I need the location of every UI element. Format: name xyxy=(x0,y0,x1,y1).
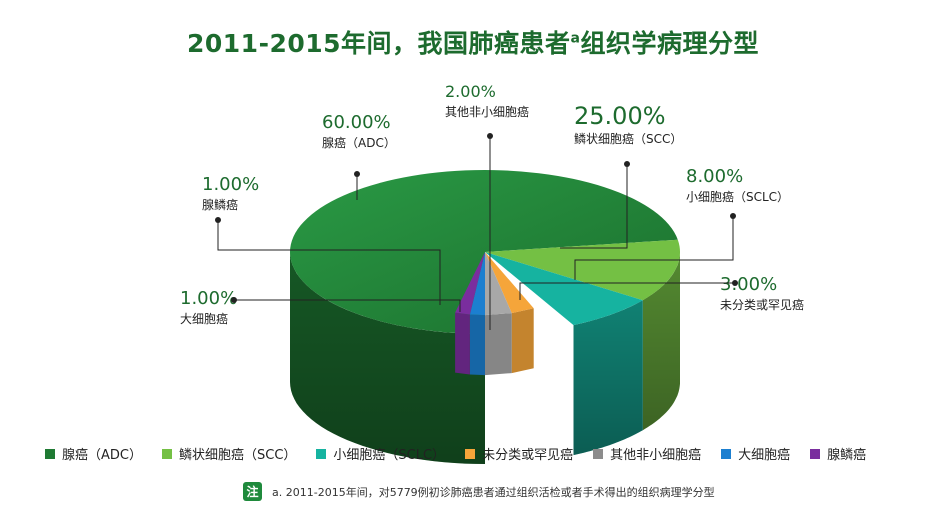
legend-swatch-nsclc-other xyxy=(593,448,604,459)
legend-item-rare: 未分类或罕见癌 xyxy=(465,444,573,463)
leader-dot-adenosq xyxy=(215,217,221,223)
callout-label-adc: 腺癌（ADC） xyxy=(322,135,396,150)
leader-dot-large xyxy=(231,297,237,303)
callout-value-rare: 3.00% xyxy=(720,274,777,295)
footnote: 注 a. 2011-2015年间，对5779例初诊肺癌患者通过组织活检或者手术得… xyxy=(243,482,715,501)
legend-item-nsclc-other: 其他非小细胞癌 xyxy=(593,444,701,463)
callout-value-adenosq: 1.00% xyxy=(202,174,259,195)
chart-callouts: 60.00% 腺癌（ADC） 2.00% 其他非小细胞癌 25.00%鳞状细胞癌（SCC… xyxy=(180,82,804,330)
legend-swatch-large xyxy=(721,448,732,459)
note-text: a. 2011-2015年间，对5779例初诊肺癌患者通过组织活检或者手术得出的… xyxy=(272,485,715,499)
legend-item-adc: 腺癌（ADC） xyxy=(45,444,142,463)
slice-adenosq-side xyxy=(455,312,470,375)
callout-value-nsclc_other: 2.00% xyxy=(445,82,496,101)
slice-scc-top xyxy=(485,239,681,301)
leader-dot-nsclc-other xyxy=(487,133,493,139)
callout-value-adc: 60.00% xyxy=(322,112,391,133)
title-superscript: a xyxy=(570,30,581,47)
callout-label-sclc: 小细胞癌（SCLC） xyxy=(686,189,789,204)
legend-label-sclc: 小细胞癌（SCLC） xyxy=(333,448,446,463)
slice-nsclc_other-top xyxy=(485,252,512,316)
legend-item-scc: 鳞状细胞癌（SCC） xyxy=(161,444,297,463)
legend-swatch-adc xyxy=(45,448,55,459)
chart-legend: 腺癌（ADC） 鳞状细胞癌（SCC） 小细胞癌（SCLC） 未分类或罕见癌 其他… xyxy=(45,444,925,463)
slice-adc-side-shade xyxy=(290,252,485,464)
slice-nsclc_other-side xyxy=(485,313,512,376)
callout-label-nsclc_other: 其他非小细胞癌 xyxy=(445,104,529,119)
callout-value-scc: 25.00% xyxy=(574,102,666,130)
slice-adc-top xyxy=(290,170,678,334)
legend-label-rare: 未分类或罕见癌 xyxy=(482,448,574,463)
leader-dot-sclc xyxy=(730,213,736,219)
legend-label-scc: 鳞状细胞癌（SCC） xyxy=(178,448,297,463)
callout-value-large: 1.00% xyxy=(180,288,237,309)
legend-label-adenosq: 腺鳞癌 xyxy=(827,448,867,463)
leader-adenosq xyxy=(217,220,441,305)
legend-label-large: 大细胞癌 xyxy=(738,448,791,463)
legend-swatch-rare xyxy=(465,448,476,459)
leader-scc xyxy=(560,164,628,249)
callout-label-large: 大细胞癌 xyxy=(180,311,228,326)
legend-swatch-adenosq xyxy=(810,448,821,459)
callout-label-adenosq: 腺鳞癌 xyxy=(202,197,238,212)
leader-sclc xyxy=(574,216,734,280)
legend-label-nsclc-other: 其他非小细胞癌 xyxy=(610,448,702,463)
slice-sclc-top xyxy=(485,252,643,326)
slice-rare-top xyxy=(485,252,534,314)
slice-large-side xyxy=(469,314,485,376)
slice-rare-side xyxy=(511,308,534,374)
leader-large xyxy=(234,299,461,312)
chart-title: 2011-2015年间，我国肺癌患者a组织学病理分型 xyxy=(0,24,946,60)
title-rest: 组织学病理分型 xyxy=(580,29,759,58)
callout-value-sclc: 8.00% xyxy=(686,166,743,187)
legend-item-sclc: 小细胞癌（SCLC） xyxy=(316,444,445,463)
legend-item-adenosq: 腺鳞癌 xyxy=(810,444,866,463)
callout-label-scc: 鳞状细胞癌（SCC） xyxy=(574,131,682,146)
legend-item-large: 大细胞癌 xyxy=(721,444,790,463)
leader-rare xyxy=(519,282,735,300)
legend-label-adc: 腺癌（ADC） xyxy=(62,448,142,463)
callout-label-rare: 未分类或罕见癌 xyxy=(720,297,804,312)
leader-dot-adc xyxy=(354,171,360,177)
leader-dot-rare xyxy=(732,280,738,286)
slice-adenosq-top xyxy=(455,252,485,315)
chart-shapes xyxy=(290,170,681,464)
title-main: 2011-2015年间，我国肺癌患者 xyxy=(186,29,571,58)
slice-scc-side-shade xyxy=(642,252,680,431)
leader-dot-scc xyxy=(624,161,630,167)
slice-large-top xyxy=(469,252,485,316)
slice-sclc-side-shade xyxy=(573,300,643,456)
legend-swatch-sclc xyxy=(316,448,327,459)
note-badge: 注 xyxy=(243,482,262,501)
legend-swatch-scc xyxy=(161,448,172,459)
